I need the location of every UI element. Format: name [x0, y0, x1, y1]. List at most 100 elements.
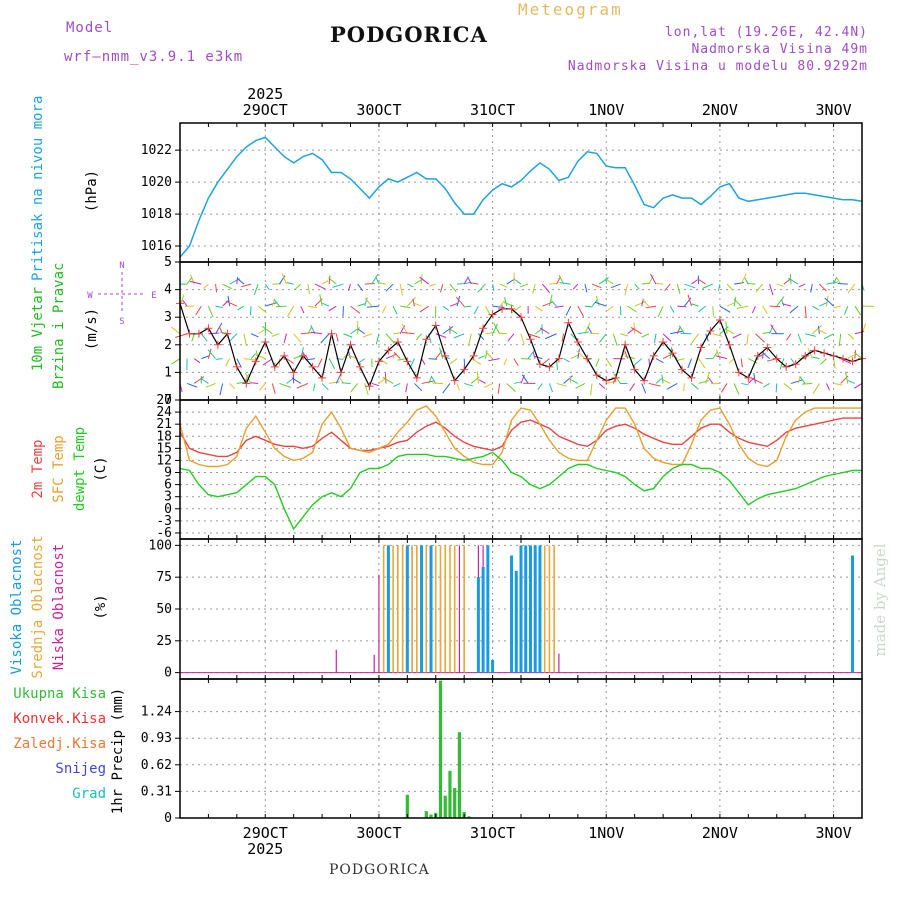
wind-direction-arrow [762, 331, 771, 335]
wind-direction-arrow [624, 350, 629, 359]
wind-direction-arrow [662, 333, 672, 342]
wind-speed-marker [554, 354, 563, 363]
wind-direction-arrow [734, 282, 745, 285]
wind-direction-arrow [728, 358, 735, 364]
wind-direction-arrow [364, 283, 375, 285]
temp-ytick-label: 3 [164, 490, 172, 505]
wind-direction-arrow [243, 373, 250, 384]
wind-speed-marker [649, 351, 658, 360]
wind-direction-arrow [740, 358, 743, 368]
wind-direction-arrow [561, 333, 565, 342]
wind-direction-arrow [401, 331, 415, 335]
wind-direction-arrow [746, 333, 749, 345]
wind-direction-arrow [812, 305, 820, 311]
wind-direction-arrow [222, 299, 230, 307]
wind-direction-arrow [335, 333, 339, 342]
temp-ytick-label: -6 [156, 526, 172, 541]
wind-speed-marker [763, 343, 772, 352]
wind-direction-arrow [364, 297, 373, 307]
wind-direction-arrow [515, 279, 522, 285]
wind-direction-arrow [634, 283, 640, 290]
wind-speed-marker [829, 351, 838, 360]
wind-direction-arrow [691, 383, 699, 390]
wind-direction-arrow [202, 283, 209, 290]
wind-direction-arrow [705, 371, 711, 384]
wind-direction-arrow [385, 283, 394, 292]
wind-direction-arrow [733, 298, 742, 307]
wind-speed-marker [848, 357, 857, 366]
wind-direction-arrow [775, 383, 778, 393]
wind-direction-arrow [670, 330, 683, 335]
wind-speed-marker [223, 329, 232, 338]
wind-direction-arrow [804, 306, 807, 319]
wind-direction-arrow [473, 305, 479, 315]
wind-speed-marker [327, 329, 336, 338]
wind-direction-arrow [845, 371, 849, 384]
bottom-date-label: 30OCT [356, 824, 401, 842]
wind-speed-marker [204, 324, 213, 333]
wind-direction-arrow [485, 305, 491, 316]
wind-direction-arrow [819, 301, 828, 307]
temp-ytick-label: 27 [156, 393, 172, 408]
wind-direction-arrow [513, 358, 519, 367]
wind-direction-arrow [549, 282, 557, 285]
wind-direction-arrow [712, 351, 719, 359]
wind-speed-marker [725, 340, 734, 349]
wind-speed-marker [270, 362, 279, 371]
wind-direction-arrow [276, 305, 287, 308]
precip-bar [424, 811, 428, 818]
wind-direction-arrow [499, 300, 506, 307]
wind-speed-marker [592, 371, 601, 380]
wind-direction-arrow [577, 305, 585, 317]
wind-direction-arrow [493, 322, 501, 335]
wind-direction-arrow [328, 358, 336, 369]
wind-speed-marker [564, 318, 573, 327]
wind-direction-arrow [810, 283, 813, 293]
legend-grad: Grad [72, 786, 106, 802]
wind-direction-arrow [847, 283, 856, 294]
wind-direction-arrow [741, 382, 749, 386]
wind-speed-marker [242, 379, 251, 388]
wind-direction-arrow [633, 322, 636, 334]
wind-direction-arrow [215, 358, 223, 360]
wind-speed-marker [498, 304, 507, 313]
wind-direction-arrow [707, 377, 714, 384]
wind-direction-arrow [384, 372, 387, 384]
wind-direction-arrow [769, 324, 774, 334]
wind-direction-arrow [589, 332, 600, 335]
wind-direction-arrow [253, 283, 259, 296]
wind-speed-marker [412, 373, 421, 382]
temp-ytick-label: 0 [164, 502, 172, 517]
wind-direction-arrow [584, 322, 591, 334]
wind-direction-arrow [657, 305, 664, 318]
model-name: wrf–nmm_v3.9.1 e3km [64, 49, 244, 65]
wind-direction-arrow [847, 379, 856, 384]
wind-direction-arrow [612, 333, 618, 346]
panel-frame-4 [179, 678, 863, 819]
wind-direction-arrow [264, 283, 270, 291]
wind-direction-arrow [357, 303, 365, 307]
wind-direction-arrow [853, 351, 863, 359]
wind-speed-marker [194, 329, 203, 338]
wind-direction-arrow [676, 283, 681, 294]
wind-direction-arrow [817, 328, 827, 335]
wind-direction-arrow [243, 333, 247, 347]
wind-direction-arrow [439, 347, 444, 359]
wind-direction-arrow [854, 383, 863, 389]
precip-ytick-label: 0.62 [141, 758, 172, 773]
wind-direction-arrow [801, 382, 813, 385]
wind-speed-marker [507, 304, 516, 313]
wind-direction-arrow [642, 299, 650, 307]
wind-direction-arrow [320, 333, 330, 344]
wind-direction-arrow [366, 305, 379, 308]
wind-direction-arrow [569, 378, 579, 384]
pressure-ytick-label: 1018 [141, 207, 172, 222]
pressure-ytick-label: 1020 [141, 175, 172, 190]
wind-direction-arrow [785, 333, 792, 341]
wind-direction-arrow [186, 382, 198, 388]
wind-direction-arrow [401, 323, 408, 334]
wind-direction-arrow [413, 302, 422, 307]
wind-speed-marker [289, 368, 298, 377]
wind-direction-arrow [755, 283, 763, 293]
frames-layer [179, 122, 863, 819]
